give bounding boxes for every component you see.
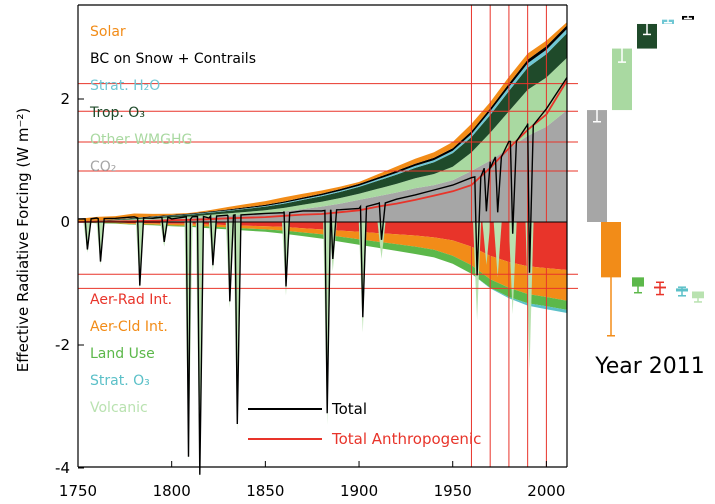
legends: Solar BC on Snow + Contrails Strat. H₂O Tro… bbox=[89, 24, 481, 448]
x-tick-label-1850: 1850 bbox=[246, 482, 284, 500]
legend-trop_o3: Trop. O₃ bbox=[89, 105, 145, 121]
volcanic-spike-1974 bbox=[493, 222, 502, 278]
y-tick-label-0: 0 bbox=[60, 213, 70, 231]
legend-land_use: Land Use bbox=[90, 346, 155, 362]
volcanic-spike-1982 bbox=[508, 222, 517, 315]
legend-volcanic: Volcanic bbox=[90, 400, 148, 416]
legend-strat_h2o: Strat. H₂O bbox=[90, 78, 160, 94]
legend-strat_o3: Strat. O₃ bbox=[90, 373, 150, 389]
x-tick-label-1800: 1800 bbox=[153, 482, 191, 500]
legend-bc_snow: BC on Snow + Contrails bbox=[90, 51, 256, 67]
legend-aer_cld: Aer-Cld Int. bbox=[90, 319, 168, 335]
x-tick-label-2000: 2000 bbox=[527, 482, 565, 500]
bar-pos-other_wmghg bbox=[612, 48, 632, 111]
area-aer_rad bbox=[78, 222, 567, 270]
area-other_wmghg bbox=[78, 57, 567, 222]
bar-pos-trop_o3 bbox=[637, 23, 657, 49]
reference-lines bbox=[78, 5, 578, 467]
bar-pos-co2 bbox=[587, 110, 607, 222]
year-2011-label: Year 2011 bbox=[594, 354, 705, 379]
y-axis-label: Effective Radiative Forcing (W m⁻²) bbox=[14, 108, 32, 372]
legend-total_anthro: Total Anthropogenic bbox=[331, 430, 481, 448]
axes: 1750 1800 1850 1900 1950 2000 -4 -2 0 2 bbox=[55, 4, 568, 500]
volcanic-spike-1912 bbox=[377, 222, 386, 259]
y-tick-label--2: -2 bbox=[55, 336, 70, 354]
legend-total: Total bbox=[331, 400, 367, 418]
year-2011-bars bbox=[587, 10, 704, 337]
y-tick-label-2: 2 bbox=[60, 90, 70, 108]
legend-co2: CO₂ bbox=[90, 159, 116, 175]
volcanic-spike-1968 bbox=[482, 222, 491, 266]
x-tick-label-1950: 1950 bbox=[434, 482, 472, 500]
total-lines bbox=[77, 77, 568, 475]
y-tick-label--4: -4 bbox=[55, 459, 70, 477]
x-tick-label-1900: 1900 bbox=[340, 482, 378, 500]
legend-aer_rad: Aer-Rad Int. bbox=[90, 292, 172, 308]
total-line bbox=[77, 77, 568, 475]
legend-solar: Solar bbox=[90, 24, 126, 40]
area-land_use bbox=[78, 222, 567, 310]
legend-other_wmghg: Other WMGHG bbox=[90, 132, 192, 148]
area-aer_cld bbox=[78, 222, 567, 301]
x-tick-label-1750: 1750 bbox=[59, 482, 97, 500]
